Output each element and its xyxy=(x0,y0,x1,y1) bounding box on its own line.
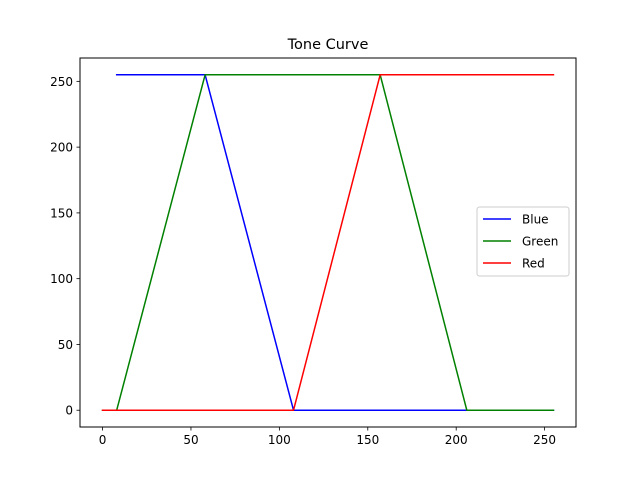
plot-area-frame xyxy=(79,57,577,428)
x-tick-label: 200 xyxy=(445,433,468,447)
legend-label-blue: Blue xyxy=(522,213,549,227)
y-tick-label: 250 xyxy=(50,75,73,89)
legend-label-red: Red xyxy=(522,257,545,271)
x-tick-label: 100 xyxy=(268,433,291,447)
y-axis: 0 50 100 150 200 250 xyxy=(50,75,80,418)
series-layer xyxy=(101,74,555,411)
y-tick-label: 0 xyxy=(65,404,73,418)
y-tick-label: 100 xyxy=(50,272,73,286)
chart-title: Tone Curve xyxy=(287,37,369,53)
legend-label-green: Green xyxy=(522,235,558,249)
x-tick-label: 0 xyxy=(99,433,107,447)
y-tick-label: 200 xyxy=(50,141,73,155)
x-tick-label: 50 xyxy=(183,433,198,447)
legend-box xyxy=(476,206,570,277)
x-tick-label: 250 xyxy=(533,433,556,447)
series-line-blue xyxy=(115,74,555,411)
x-tick-label: 150 xyxy=(356,433,379,447)
legend: Blue Green Red xyxy=(476,206,570,277)
y-tick-label: 150 xyxy=(50,206,73,220)
series-line-red xyxy=(101,74,555,411)
y-tick-label: 50 xyxy=(58,338,73,352)
x-axis: 0 50 100 150 200 250 xyxy=(99,427,556,447)
